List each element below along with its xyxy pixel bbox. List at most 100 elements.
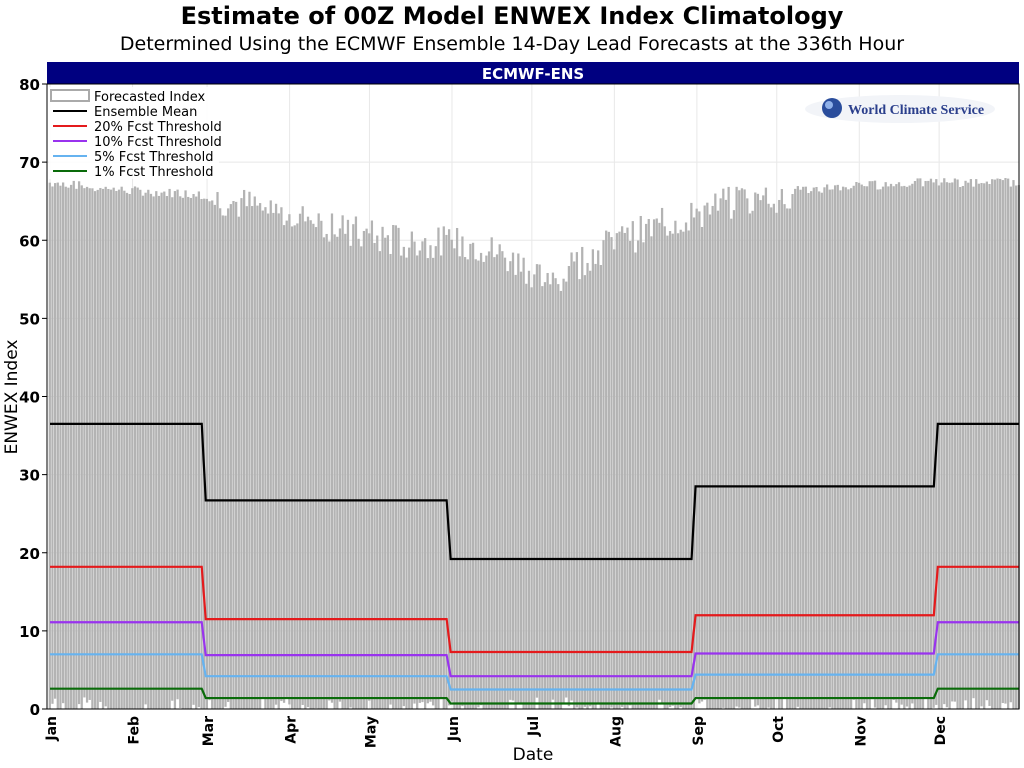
forecasted-index-bar — [727, 186, 730, 709]
forecasted-index-bar — [277, 213, 280, 709]
forecasted-index-bar — [232, 201, 235, 710]
forecasted-index-bar — [876, 189, 879, 709]
forecasted-index-bar — [615, 233, 618, 710]
forecasted-index-bar — [951, 182, 954, 702]
forecasted-index-bar — [956, 179, 959, 710]
forecasted-index-bar — [296, 223, 299, 709]
forecasted-index-bar — [88, 188, 91, 700]
forecasted-index-bar — [967, 182, 970, 710]
forecasted-index-bar — [312, 223, 315, 709]
forecasted-index-bar — [732, 210, 736, 709]
forecasted-index-bar — [929, 178, 933, 709]
forecasted-index-bar — [376, 235, 379, 710]
forecasted-index-bar — [937, 185, 941, 710]
forecasted-index-bar — [900, 186, 903, 705]
x-tick-label: Jul — [526, 716, 542, 737]
forecasted-index-bar — [280, 207, 283, 702]
forecasted-index-bar — [905, 186, 909, 707]
forecasted-index-bar — [293, 225, 296, 710]
forecasted-index-bar — [573, 261, 576, 709]
forecasted-index-bar — [304, 221, 307, 709]
forecasted-index-bar — [405, 257, 408, 709]
forecasted-index-bar — [921, 186, 925, 710]
forecasted-index-bar — [980, 182, 983, 707]
forecasted-index-bar — [373, 242, 376, 710]
forecasted-index-bar — [756, 193, 760, 706]
forecasted-index-bar — [322, 237, 326, 709]
forecasted-index-bar — [163, 191, 166, 710]
forecasted-index-bar — [719, 198, 722, 709]
forecasted-index-bar — [125, 192, 129, 710]
chart-subtitle: Determined Using the ECMWF Ensemble 14-D… — [119, 33, 905, 55]
forecasted-index-bar — [104, 186, 107, 707]
forecasted-index-bar — [791, 194, 794, 709]
forecasted-index-bar — [506, 271, 509, 709]
forecasted-index-bar — [346, 219, 350, 709]
y-tick-label: 80 — [19, 76, 40, 94]
series-line-ensemble-mean — [50, 422, 1019, 561]
series-line-10-fcst-threshold — [50, 621, 1019, 678]
forecasted-index-bar — [578, 279, 581, 709]
forecasted-index-bar — [911, 183, 914, 704]
forecasted-index-bar — [80, 185, 83, 709]
forecasted-index-bar — [69, 184, 73, 709]
forecasted-index-bar — [128, 193, 131, 710]
series-line-1-fcst-threshold — [50, 687, 1019, 705]
legend-swatch-bar — [50, 89, 90, 102]
forecasted-index-bar — [525, 283, 528, 709]
x-axis-label: Date — [513, 745, 554, 765]
forecasted-index-bar — [626, 227, 629, 709]
forecasted-index-bar — [983, 183, 986, 709]
forecasted-index-bar — [447, 229, 451, 706]
forecasted-index-bar — [211, 200, 214, 709]
x-tick-label: Aug — [608, 716, 624, 747]
forecasted-index-bar — [330, 213, 334, 703]
forecasted-index-bar — [511, 252, 515, 701]
forecasted-index-bar — [892, 186, 895, 701]
legend-entry: 10% Fcst Threshold — [94, 135, 222, 150]
forecasted-index-bar — [282, 225, 286, 703]
forecasted-index-bar — [698, 211, 701, 704]
forecasted-index-bar — [1012, 180, 1015, 710]
forecasted-index-bar — [485, 255, 488, 709]
forecasted-index-bar — [847, 189, 850, 710]
forecasted-index-bar — [764, 187, 768, 709]
forecasted-index-bar — [141, 195, 145, 710]
forecasted-index-bar — [527, 270, 531, 709]
series-line-5-fcst-threshold — [50, 653, 1019, 691]
forecasted-index-bar — [857, 182, 861, 710]
forecasted-index-bar — [498, 244, 501, 710]
forecasted-index-bar — [205, 198, 208, 709]
forecasted-index-bar — [655, 218, 658, 710]
forecasted-index-bar — [1009, 186, 1012, 703]
forecasted-index-bar — [716, 210, 720, 709]
forecasted-index-bar — [517, 253, 520, 705]
forecasted-index-bar — [535, 264, 539, 698]
forecasted-index-bar — [306, 216, 310, 708]
forecasted-index-bar — [51, 186, 54, 704]
forecasted-index-bar — [274, 203, 278, 705]
forecasted-index-bar — [354, 216, 358, 709]
forecasted-index-bar — [767, 203, 770, 708]
forecasted-index-bar — [424, 238, 427, 710]
forecasted-index-bar — [453, 248, 456, 709]
x-tick-label: Jun — [446, 716, 462, 742]
forecasted-index-bar — [575, 252, 579, 708]
forecasted-index-bar — [530, 287, 533, 709]
forecasted-index-bar — [583, 275, 587, 707]
forecasted-index-bar — [629, 240, 632, 706]
forecasted-index-bar — [724, 199, 728, 710]
forecasted-index-bar — [469, 243, 472, 709]
forecasted-index-bar — [879, 189, 882, 709]
forecasted-index-bar — [392, 225, 395, 709]
forecasted-index-bar — [455, 227, 459, 710]
forecasted-index-bar — [908, 185, 911, 710]
forecasted-index-bar — [160, 192, 163, 709]
forecasted-index-bar — [317, 213, 320, 709]
x-tick-label: Oct — [771, 716, 787, 743]
forecasted-index-bar — [168, 188, 171, 709]
forecasted-index-bar — [389, 253, 392, 705]
forecasted-index-bar — [964, 180, 967, 701]
forecasted-index-bar — [474, 259, 477, 709]
forecasted-index-bar — [416, 255, 419, 709]
